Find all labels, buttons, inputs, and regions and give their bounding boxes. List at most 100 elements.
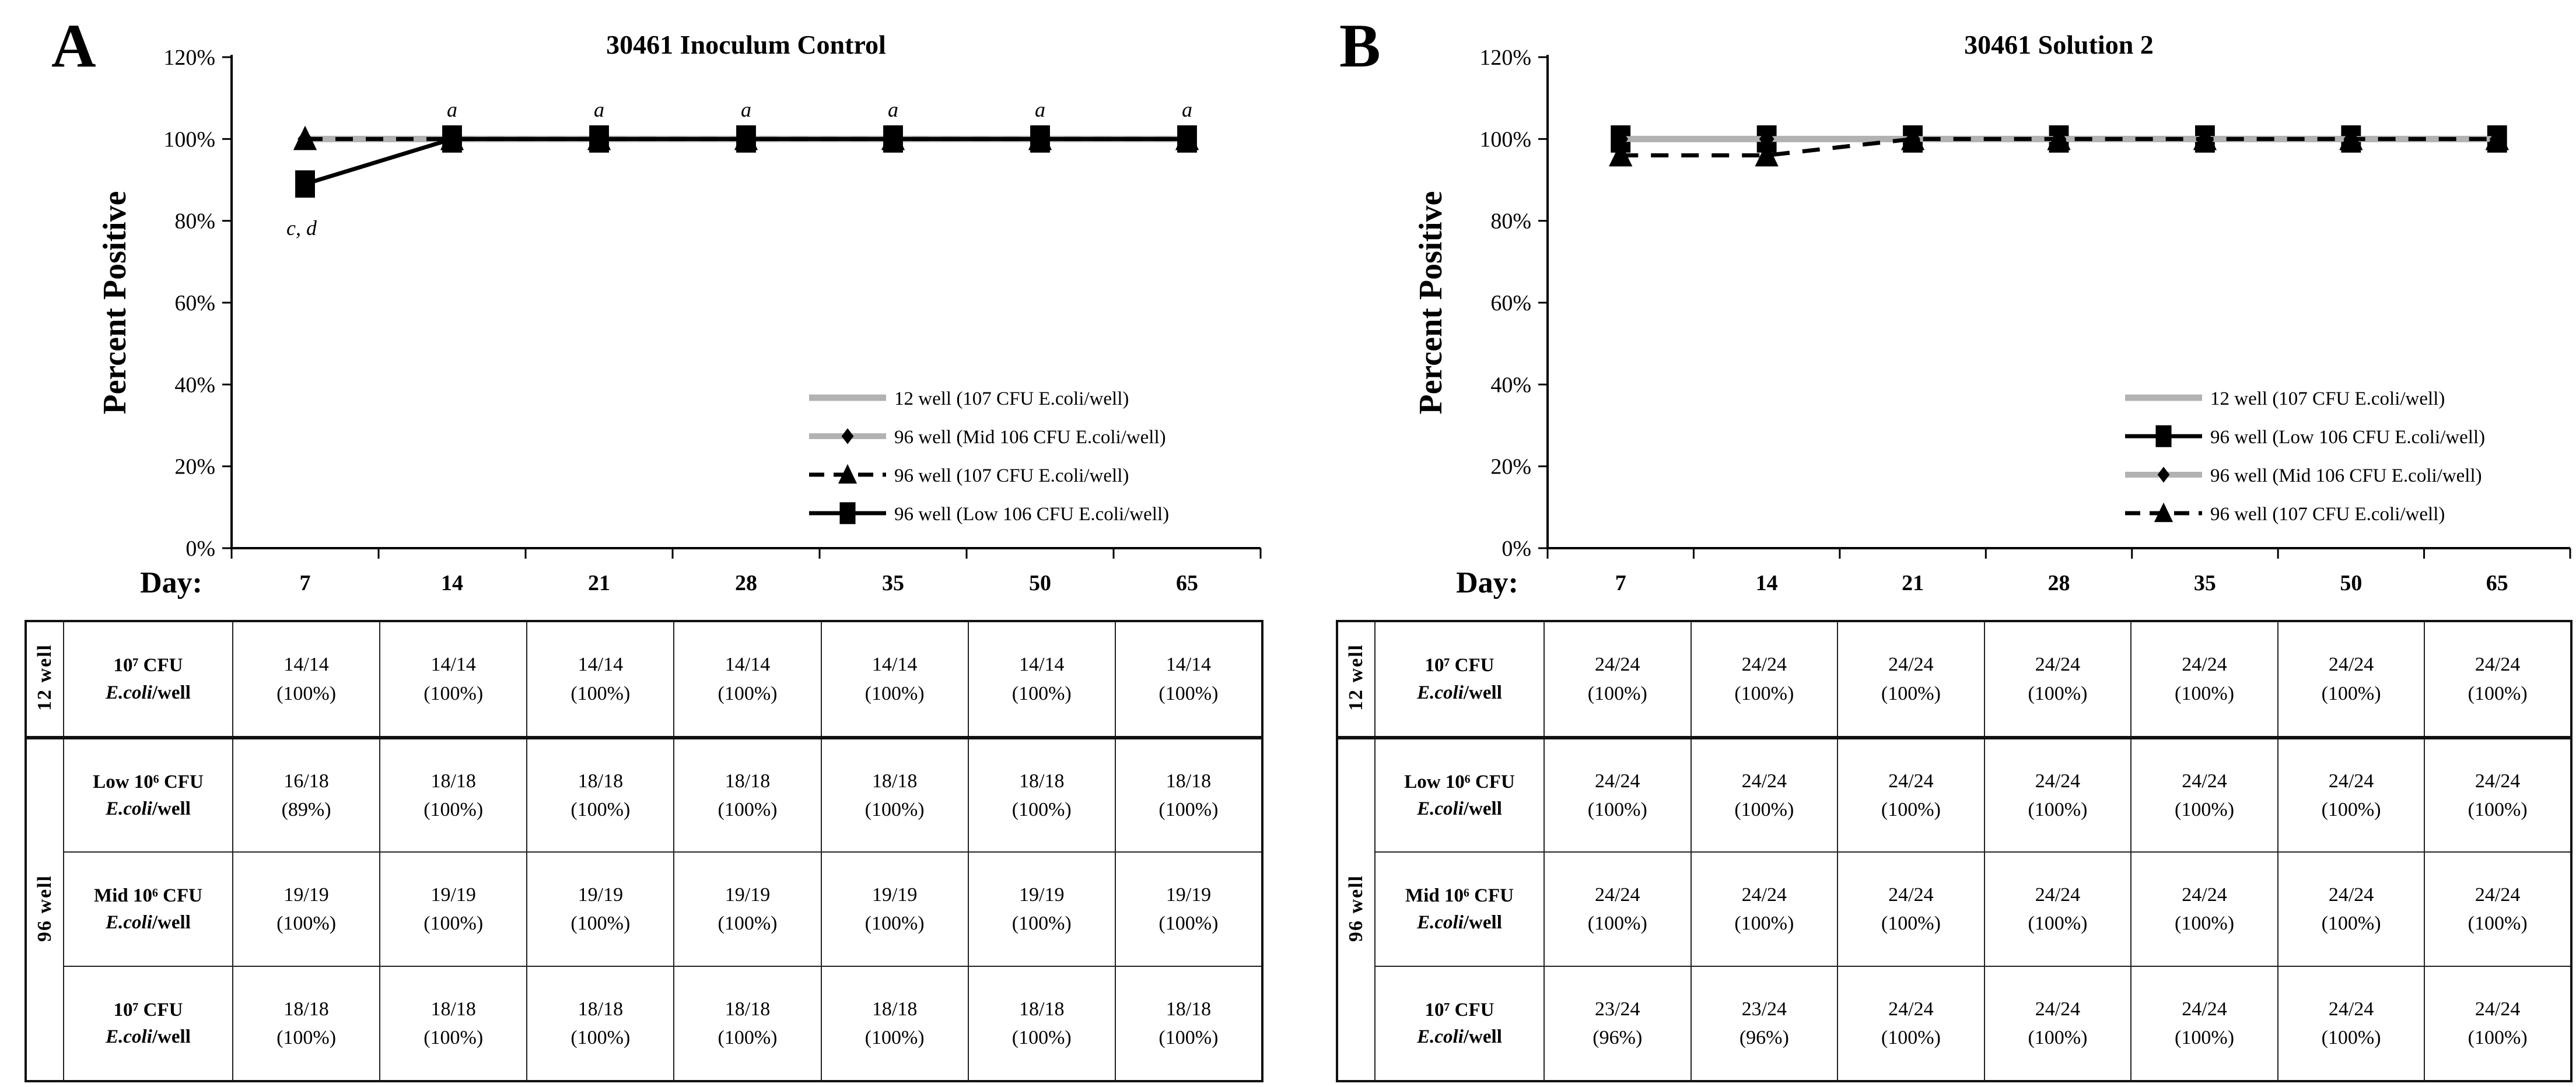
day-axis-title: Day: — [140, 566, 202, 599]
table-row: 10⁷ CFU E.coli/well 18/18 (100%) 18/18 (100… — [26, 966, 1263, 1082]
plate-group-cell: 12 well — [25, 620, 64, 738]
legend-label: 96 well (Low 106 CFU E.coli/well) — [894, 504, 1169, 525]
legend-item: 96 well (Mid 106 CFU E.coli/well) — [809, 427, 1166, 448]
annotation: a — [1035, 98, 1045, 121]
plate-group-label: 96 well — [1345, 874, 1367, 942]
result-cell: 24/24 (100%) — [2277, 966, 2426, 1082]
organism-suffix: /well — [1463, 682, 1502, 703]
y-tick-label: 80% — [174, 209, 215, 234]
result-cell: 18/18 (100%) — [967, 966, 1116, 1082]
day-tick-label: 35 — [2194, 571, 2216, 595]
result-cell: 24/24 (100%) — [2277, 851, 2426, 967]
legend-item: 96 well (Low 106 CFU E.coli/well) — [809, 502, 1169, 525]
result-cell: 24/24 (100%) — [1837, 620, 1985, 738]
y-tick-label: 0% — [186, 537, 215, 561]
legend-item: 96 well (Low 106 CFU E.coli/well) — [2125, 425, 2485, 448]
day-axis-title: Day: — [1456, 566, 1518, 599]
plate-group-label: 96 well — [34, 874, 55, 942]
legend-triangle-marker — [2154, 502, 2174, 523]
result-cell: 24/24 (100%) — [2130, 966, 2278, 1082]
triangle-marker — [1901, 125, 1925, 150]
result-cell: 16/18 (89%) — [232, 736, 381, 853]
table-row: 12 well 10⁷ CFU E.coli/well 24/24 (100%) 24/… — [1336, 620, 2572, 738]
organism-suffix: /well — [1463, 1026, 1502, 1047]
plate-group-cell: 96 well — [1336, 736, 1376, 1082]
day-tick-label: 14 — [441, 571, 463, 595]
result-cell: 14/14 (100%) — [526, 620, 675, 738]
plate-group-cell: 96 well — [25, 736, 64, 1082]
square-marker — [1030, 125, 1050, 153]
result-cell: 18/18 (100%) — [820, 966, 969, 1082]
square-marker — [736, 125, 756, 153]
result-cell: 24/24 (100%) — [2424, 620, 2572, 738]
result-cell: 19/19 (100%) — [526, 851, 675, 967]
result-cell: 18/18 (100%) — [1114, 736, 1263, 853]
legend: 12 well (107 CFU E.coli/well) 96 well (Mi… — [809, 388, 1169, 525]
organism-suffix: /well — [152, 798, 191, 819]
result-cell: 24/24 (100%) — [1544, 736, 1692, 853]
result-cell: 24/24 (100%) — [1544, 620, 1692, 738]
y-axis-title: Percent Positive — [97, 191, 133, 414]
organism-label: E.coli/well — [64, 909, 232, 936]
result-cell: 24/24 (100%) — [1690, 620, 1839, 738]
result-cell: 19/19 (100%) — [1114, 851, 1263, 967]
result-cell: 18/18 (100%) — [673, 966, 822, 1082]
annotation: a — [741, 98, 751, 121]
result-cell: 24/24 (100%) — [1983, 966, 2132, 1082]
result-cell: 24/24 (100%) — [1690, 851, 1839, 967]
result-cell: 19/19 (100%) — [967, 851, 1116, 967]
y-tick-label: 120% — [163, 45, 215, 70]
chart-title: 30461 Solution 2 — [1964, 30, 2154, 59]
y-tick-label: 60% — [174, 291, 215, 315]
row-header-cell: Mid 10⁶ CFU E.coli/well — [1374, 851, 1545, 967]
organism-suffix: /well — [152, 912, 191, 933]
plate-group-cell: 12 well — [1336, 620, 1376, 738]
square-marker — [295, 170, 315, 198]
day-tick-label: 50 — [1029, 571, 1051, 595]
organism-name: E.coli — [106, 682, 152, 703]
organism-name: E.coli — [1417, 912, 1464, 933]
organism-suffix: /well — [152, 682, 191, 703]
result-cell: 19/19 (100%) — [379, 851, 528, 967]
result-cell: 18/18 (100%) — [673, 736, 822, 853]
legend-item: 12 well (107 CFU E.coli/well) — [2125, 388, 2445, 409]
triangle-marker — [1755, 142, 1779, 167]
triangle-marker — [2485, 125, 2509, 150]
organism-suffix: /well — [1463, 798, 1502, 819]
legend-label: 12 well (107 CFU E.coli/well) — [894, 388, 1129, 409]
table-row: 96 well Low 10⁶ CFU E.coli/well 24/24 (100%… — [1336, 736, 2572, 1082]
result-cell: 24/24 (100%) — [2277, 736, 2426, 853]
y-tick-label: 0% — [1502, 537, 1531, 561]
y-tick-label: 20% — [174, 455, 215, 479]
legend-diamond-marker — [2157, 467, 2170, 483]
triangle-marker — [293, 125, 317, 150]
result-cell: 19/19 (100%) — [673, 851, 822, 967]
day-tick-label: 28 — [735, 571, 757, 595]
organism-name: E.coli — [106, 912, 152, 933]
result-cell: 14/14 (100%) — [232, 620, 381, 738]
result-cell: 24/24 (100%) — [2130, 736, 2278, 853]
day-tick-label: 65 — [2486, 571, 2508, 595]
row-header-cell: 10⁷ CFU E.coli/well — [63, 620, 233, 738]
table-inoculum-control: 12 well 10⁷ CFU E.coli/well 14/14 (100%) 14/… — [24, 620, 1264, 1082]
dose-label: Mid 10⁶ CFU — [1405, 885, 1514, 906]
result-cell: 24/24 (100%) — [1837, 851, 1985, 967]
result-cell: 18/18 (100%) — [967, 736, 1116, 853]
dose-label: Low 10⁶ CFU — [93, 771, 204, 793]
result-cell: 18/18 (100%) — [526, 736, 675, 853]
square-marker — [442, 125, 462, 153]
day-tick-label: 21 — [1902, 571, 1924, 595]
panel-a: A 30461 Inoculum Control Percent Positive… — [24, 15, 1264, 1082]
result-cell: 19/19 (100%) — [232, 851, 381, 967]
chart-solution-2: 30461 Solution 2 Percent Positive 0% 20% 40%… — [1413, 30, 2571, 599]
organism-label: E.coli/well — [1376, 909, 1544, 936]
day-tick-label: 28 — [2048, 571, 2070, 595]
day-tick-label: 65 — [1176, 571, 1198, 595]
day-tick-label: 7 — [300, 571, 311, 595]
chart-inoculum-control: 30461 Inoculum Control Percent Positive 0%… — [97, 30, 1262, 599]
organism-name: E.coli — [1417, 1026, 1464, 1047]
result-cell: 14/14 (100%) — [379, 620, 528, 738]
series-96-well-low-106-cfu-e-coli-well — [295, 125, 1197, 198]
day-tick-label: 35 — [882, 571, 904, 595]
square-marker — [883, 125, 903, 153]
